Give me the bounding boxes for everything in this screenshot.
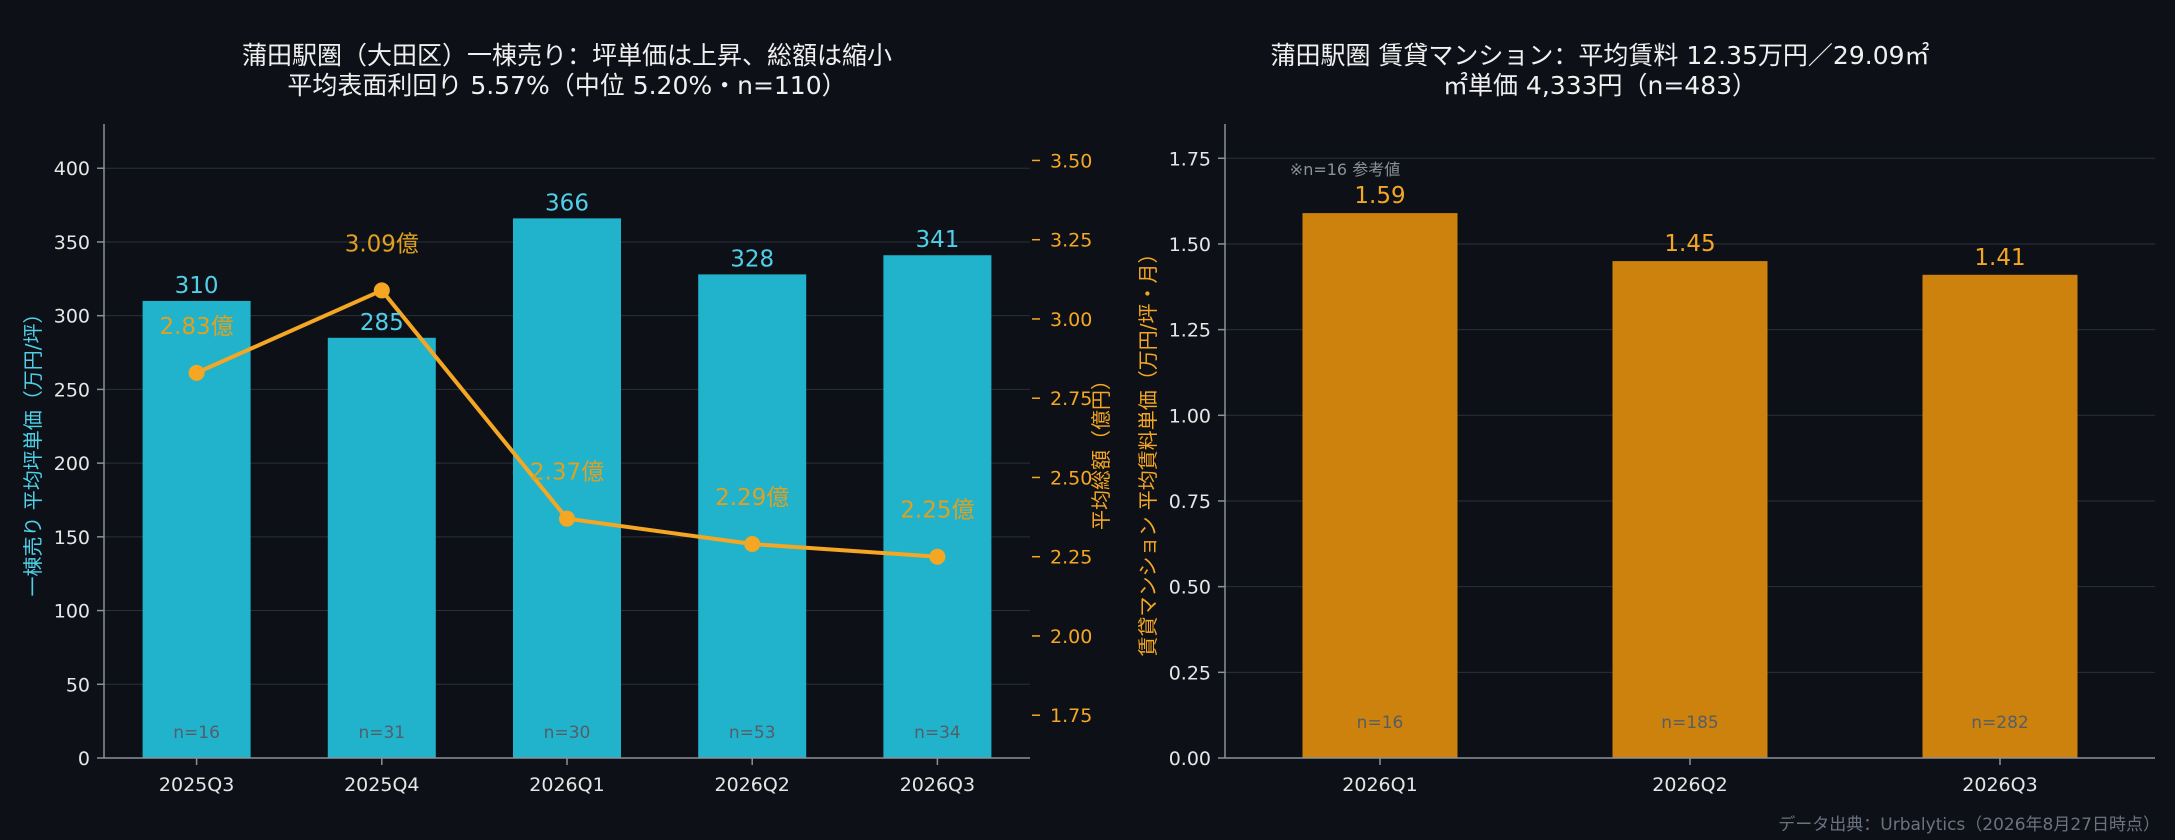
line-point xyxy=(744,536,761,553)
y-tick-label: 350 xyxy=(54,232,90,254)
bar xyxy=(327,337,436,758)
rent-y-axis-label: 賃貸マンション 平均賃料単価（万円/坪・月） xyxy=(1136,243,1160,656)
y-tick-label: 1.25 xyxy=(1169,320,1211,342)
y-tick-label: 0.25 xyxy=(1169,662,1211,684)
right-chart-title-line1: 蒲田駅圏 賃貸マンション：平均賃料 12.35万円／29.09㎡ xyxy=(1270,41,1929,70)
sample-size-label: n=34 xyxy=(914,723,961,743)
y-tick-label: 0 xyxy=(78,748,90,770)
left-chart-title-line1: 蒲田駅圏（大田区）一棟売り：坪単価は上昇、総額は縮小 xyxy=(242,41,892,70)
y-tick-label: 1.75 xyxy=(1169,148,1211,170)
y-right-tick-label: 3.25 xyxy=(1050,230,1092,252)
sample-size-label: n=31 xyxy=(358,723,405,743)
y-tick-label: 150 xyxy=(54,527,90,549)
left-chart-title-line2: 平均表面利回り 5.57%（中位 5.20%・n=110） xyxy=(287,71,846,100)
y-tick-label: 0.00 xyxy=(1169,748,1211,770)
line-value-label: 2.83億 xyxy=(159,314,233,340)
bar-value-label: 328 xyxy=(730,246,774,272)
bar xyxy=(1612,261,1768,758)
right-chart-title-line2: ㎡単価 4,333円（n=483） xyxy=(1443,71,1757,100)
line-value-label: 2.37億 xyxy=(530,460,604,486)
y-tick-label: 100 xyxy=(54,601,90,623)
left-data-labels: 310 285 366 328 341 2.83億 3.09億 2.37億 2.29億 2.25億… xyxy=(159,190,974,743)
bar-value-label: 310 xyxy=(175,273,219,299)
line-point xyxy=(559,510,575,527)
y-right-tick-label: 2.50 xyxy=(1050,467,1092,489)
x-tick-label: 2026Q1 xyxy=(529,774,604,796)
y-tick-label: 0.75 xyxy=(1169,491,1211,513)
x-tick-label: 2026Q3 xyxy=(1962,774,2037,796)
left-y-axis-label: 一棟売り 平均坪単価（万円/坪） xyxy=(21,303,45,596)
y-tick-label: 200 xyxy=(54,453,90,475)
line-value-label: 2.29億 xyxy=(715,485,789,511)
line-value-label: 3.09億 xyxy=(345,231,419,257)
bar-value-label: 1.41 xyxy=(1974,245,2025,271)
bar-value-label: 1.59 xyxy=(1354,183,1405,209)
data-source: データ出典：Urbalytics（2026年8月27日時点） xyxy=(1778,814,2160,835)
bar xyxy=(513,218,621,758)
line-point xyxy=(188,364,205,381)
sample-size-label: n=30 xyxy=(544,723,591,743)
sample-size-label: n=16 xyxy=(1357,713,1404,733)
reference-note: ※n=16 参考値 xyxy=(1290,160,1400,179)
bar xyxy=(1922,274,2078,758)
right-axes: 0.00 0.25 0.50 0.75 1.00 1.25 1.50 1.75 2026Q1 20… xyxy=(1169,124,2155,796)
left-chart: 蒲田駅圏（大田区）一棟売り：坪単価は上昇、総額は縮小 平均表面利回り 5.57%… xyxy=(21,41,1113,796)
y-right-tick-label: 2.25 xyxy=(1050,547,1092,569)
sample-size-label: n=16 xyxy=(173,723,220,743)
bar-value-label: 366 xyxy=(545,190,589,216)
y-tick-label: 1.00 xyxy=(1169,405,1211,427)
y-tick-label: 0.50 xyxy=(1169,577,1211,599)
bar xyxy=(883,255,992,758)
right-bars xyxy=(1302,213,2078,758)
y-right-tick-label: 3.00 xyxy=(1050,309,1092,331)
line-value-label: 2.25億 xyxy=(900,498,974,524)
x-tick-label: 2026Q1 xyxy=(1342,774,1417,796)
y-right-tick-label: 1.75 xyxy=(1050,705,1092,727)
y-tick-label: 300 xyxy=(54,306,90,328)
left-line-series xyxy=(188,282,946,565)
x-tick-label: 2026Q3 xyxy=(900,774,975,796)
bar-value-label: 1.45 xyxy=(1664,231,1715,257)
sample-size-label: n=53 xyxy=(729,723,776,743)
y-right-tick-label: 3.50 xyxy=(1050,150,1092,172)
bar xyxy=(1302,213,1458,758)
line-point xyxy=(929,548,946,565)
x-tick-label: 2025Q3 xyxy=(159,774,234,796)
bar-value-label: 341 xyxy=(915,227,959,253)
left-axes: 0 50 100 150 200 250 300 350 400 1.75 2.00 2.25 2.50… xyxy=(54,124,1092,796)
x-tick-label: 2025Q4 xyxy=(344,774,419,796)
y-right-tick-label: 2.75 xyxy=(1050,388,1092,410)
y-tick-label: 50 xyxy=(66,674,90,696)
x-tick-label: 2026Q2 xyxy=(1652,774,1727,796)
y-tick-label: 400 xyxy=(54,158,90,180)
bar-value-label: 285 xyxy=(360,310,404,336)
right-y-axis-label: 平均総額（億円） xyxy=(1089,370,1113,530)
x-tick-label: 2026Q2 xyxy=(714,774,789,796)
left-bars xyxy=(142,218,992,758)
y-tick-label: 1.50 xyxy=(1169,234,1211,256)
right-chart: 蒲田駅圏 賃貸マンション：平均賃料 12.35万円／29.09㎡ ㎡単価 4,3… xyxy=(1136,41,2155,796)
right-data-labels: 1.59 1.45 1.41 n=16 n=185 n=282 xyxy=(1354,183,2028,733)
line-point xyxy=(373,282,390,299)
y-tick-label: 250 xyxy=(54,379,90,401)
sample-size-label: n=282 xyxy=(1971,713,2028,733)
y-right-tick-label: 2.00 xyxy=(1050,626,1092,648)
bar xyxy=(698,274,807,758)
sample-size-label: n=185 xyxy=(1661,713,1718,733)
